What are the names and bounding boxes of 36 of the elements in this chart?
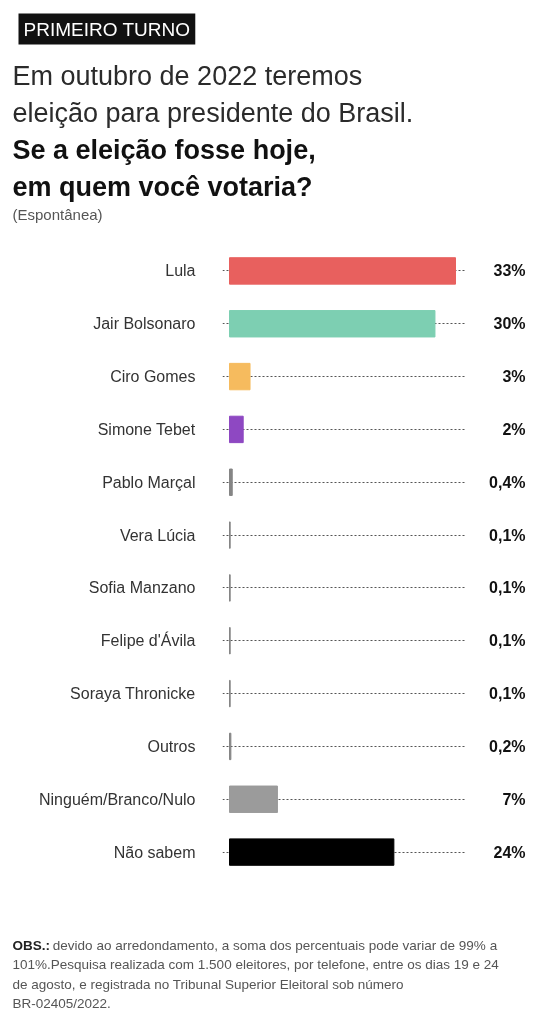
data-label: 0,1% bbox=[489, 579, 526, 597]
y-tick-label: Pablo Marçal bbox=[102, 473, 196, 491]
bar bbox=[229, 468, 233, 496]
data-label: 0,1% bbox=[489, 632, 526, 650]
bar bbox=[229, 257, 456, 285]
data-label: 2% bbox=[502, 420, 526, 438]
y-tick-label: Jair Bolsonaro bbox=[93, 315, 196, 333]
y-tick-label: Sofia Manzano bbox=[88, 579, 196, 597]
y-tick-label: Outros bbox=[147, 737, 196, 755]
bar bbox=[229, 785, 278, 813]
y-tick-label: Vera Lúcia bbox=[119, 526, 196, 544]
data-label: 24% bbox=[493, 843, 526, 861]
bar bbox=[229, 310, 436, 338]
data-label: 0,1% bbox=[489, 685, 526, 703]
bar bbox=[229, 838, 395, 866]
chart-title: Em outubro de 2022 teremos eleição para presidente do Brasil. bbox=[12, 60, 414, 128]
y-tick-label: Lula bbox=[165, 262, 196, 280]
y-tick-label: Ciro Gomes bbox=[110, 368, 196, 386]
y-tick-label: Felipe d'Ávila bbox=[100, 631, 196, 650]
y-tick-label: Não sabem bbox=[113, 843, 196, 861]
data-label: 0,4% bbox=[489, 473, 526, 491]
y-tick-label: Ninguém/Branco/Nulo bbox=[38, 790, 196, 808]
data-label: 3% bbox=[502, 368, 526, 386]
bar bbox=[229, 362, 251, 391]
y-tick-label: Simone Tebet bbox=[97, 420, 196, 438]
text: PRIMEIRO TURNO bbox=[23, 18, 190, 40]
data-label: 30% bbox=[493, 315, 526, 333]
text: OBS.: devido ao arredondamento, a soma dos percentuais pode variar de 99% a 101%.Pesquisa realizada com 1.500 eleitores, por telefone, entre os dias 19 e 24 de agosto, e registrada no Tribunal Superior Eleitoral sob número BR-02405/2022. bbox=[12, 937, 500, 1011]
text: (Espontânea) bbox=[12, 205, 103, 223]
data-label: 33% bbox=[493, 262, 526, 280]
data-label: 7% bbox=[502, 790, 526, 808]
data-label: 0,1% bbox=[489, 526, 526, 544]
chart-subtitle: Se a eleição fosse hoje, em quem você votaria? bbox=[12, 134, 316, 202]
y-tick-label: Soraya Thronicke bbox=[70, 685, 196, 703]
data-label: 0,2% bbox=[489, 737, 526, 755]
bar bbox=[229, 415, 244, 444]
